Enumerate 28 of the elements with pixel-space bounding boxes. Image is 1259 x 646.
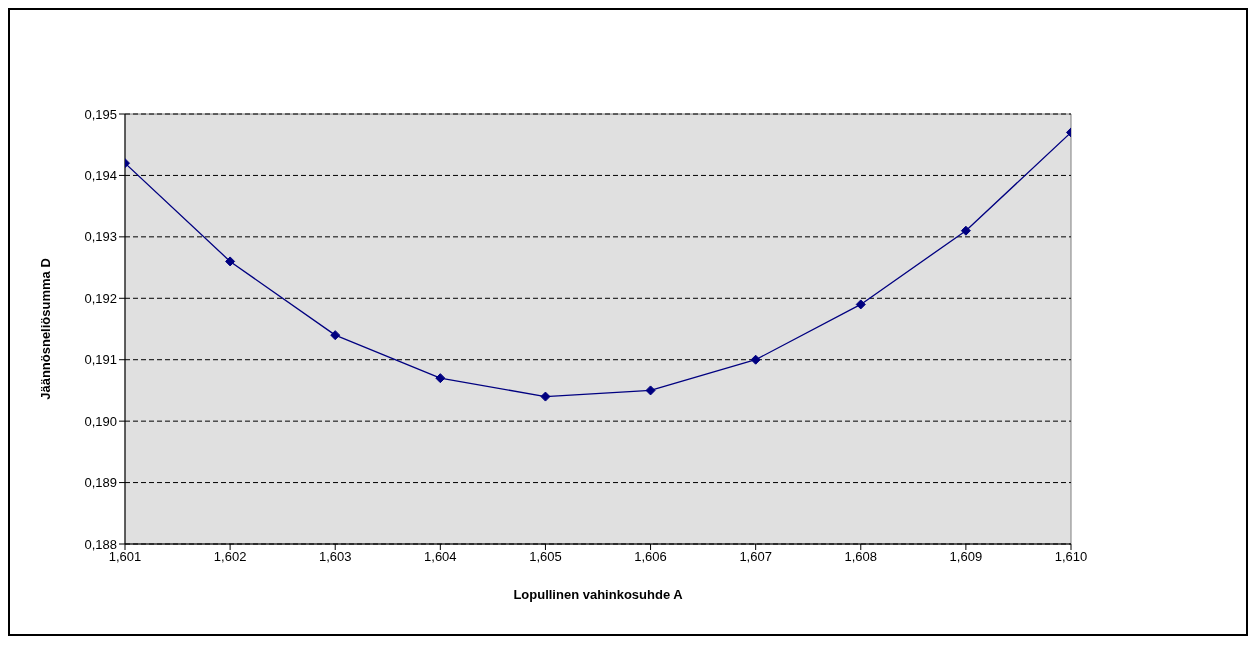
point	[960, 225, 971, 236]
y-tick-label: 0,188	[84, 536, 117, 552]
point	[225, 256, 236, 267]
x-tick-label: 1,607	[739, 549, 772, 565]
x-tick-label: 1,602	[213, 549, 247, 565]
y-tick-label: 0,193	[84, 229, 117, 245]
y-tick-label: 0,192	[84, 290, 117, 306]
point	[645, 385, 656, 396]
x-tick-label: 1,606	[634, 549, 667, 565]
point	[540, 391, 551, 402]
point	[435, 373, 446, 384]
x-tick-label: 1,603	[318, 549, 352, 565]
point	[330, 330, 341, 341]
x-tick-label: 1,604	[424, 549, 457, 565]
point	[750, 354, 761, 365]
point	[855, 299, 866, 310]
y-tick-label: 0,190	[84, 413, 117, 429]
y-axis-title: Jäännösneliösumma D	[37, 258, 53, 400]
y-tick-label: 0,194	[84, 168, 117, 184]
x-axis-title: Lopullinen vahinkosuhde A	[513, 587, 684, 602]
x-tick-label: 1,610	[1054, 549, 1088, 565]
y-tick-label: 0,191	[84, 352, 117, 368]
x-tick-label: 1,609	[949, 549, 983, 565]
x-tick-label: 1,608	[844, 549, 878, 565]
x-tick-label: 1,605	[529, 549, 562, 565]
y-tick-label: 0,195	[84, 106, 117, 122]
x-tick-label: 1,601	[108, 549, 142, 565]
y-tick-label: 0,189	[84, 475, 117, 491]
